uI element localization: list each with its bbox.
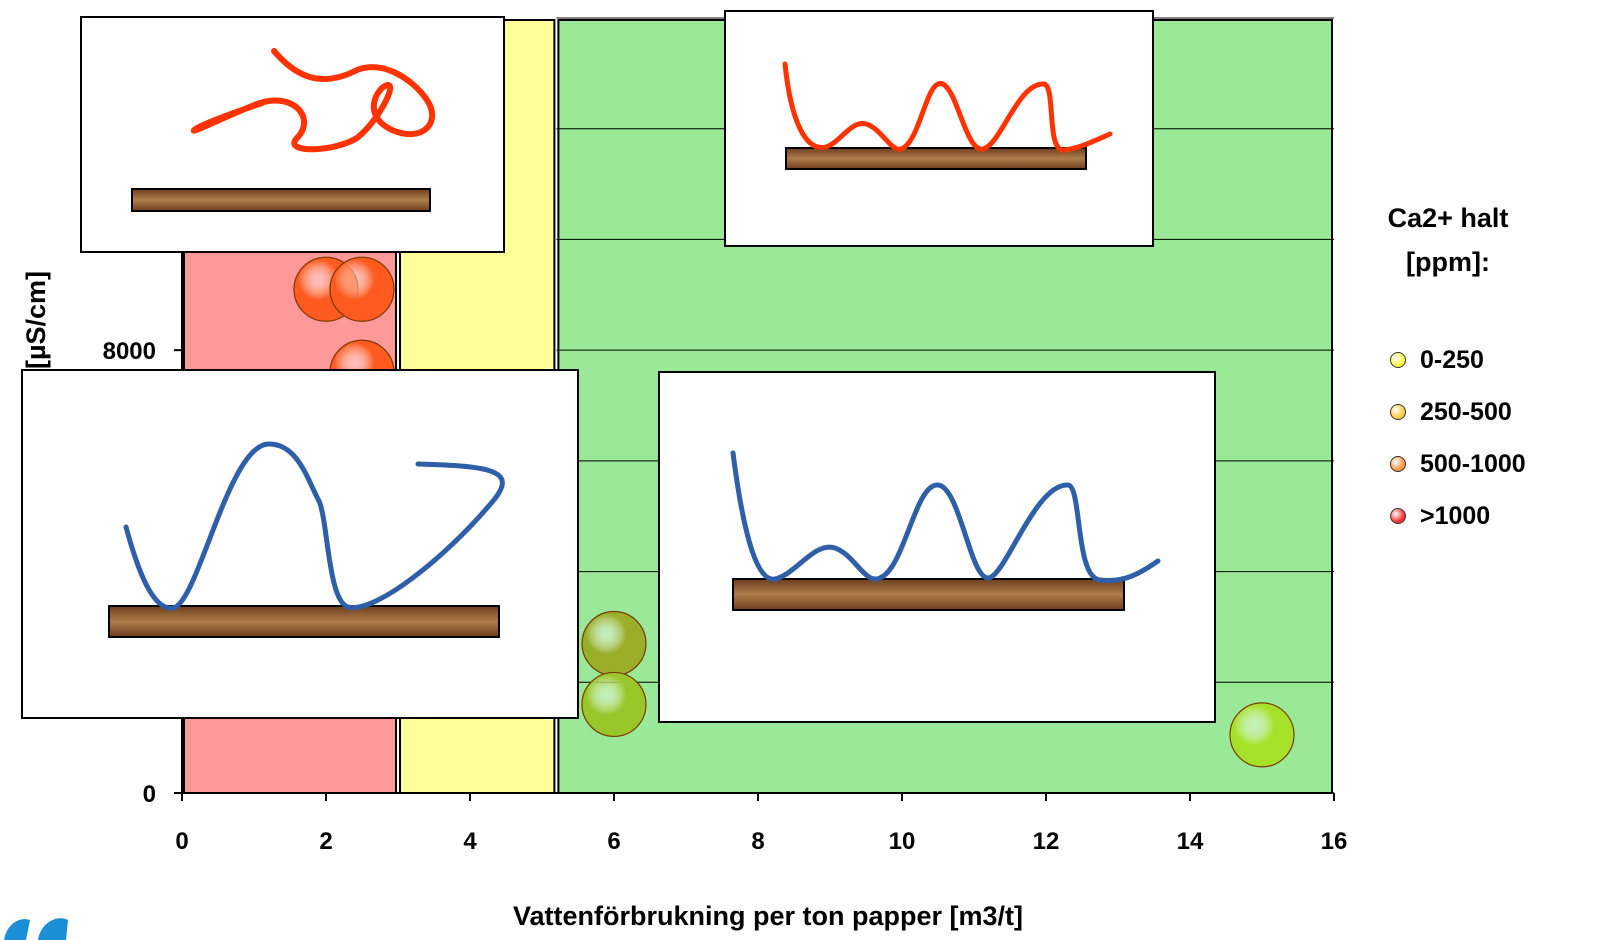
x-tick-label-7: 14 [1177, 828, 1204, 855]
legend-marker-1 [1390, 404, 1406, 420]
legend-label-3: >1000 [1420, 501, 1491, 530]
legend-label-1: 250-500 [1420, 397, 1512, 426]
x-tick-label-6: 12 [1033, 828, 1060, 855]
wooden-surface [131, 188, 431, 212]
x-tick-label-4: 8 [751, 828, 764, 855]
legend-entry-2: 500-1000 [1390, 438, 1526, 490]
fiber-curve [730, 450, 1161, 584]
legend-entry-3: >1000 [1390, 490, 1526, 542]
x-axis-title: Vattenförbrukning per ton papper [m3/t] [513, 901, 1023, 931]
inset-red-tangled-fiber [80, 16, 505, 253]
wooden-surface [785, 147, 1087, 170]
y-tick-label-1: 8000 [103, 338, 156, 365]
legend-entry-1: 250-500 [1390, 386, 1526, 438]
legend-title: Ca2+ halt [ppm]: [1387, 203, 1509, 277]
fiber-curve [123, 441, 505, 611]
x-tick-label-5: 10 [889, 828, 916, 855]
y-tick-label-0: 0 [143, 781, 156, 808]
legend-marker-0 [1390, 352, 1406, 368]
chart-tick-labels: 0 2 4 6 8 10 12 14 16 0 8000 [103, 338, 1348, 855]
legend-label-0: 0-250 [1420, 345, 1484, 374]
x-tick-label-1: 2 [319, 828, 332, 855]
logo [4, 918, 68, 940]
data-point-5 [1229, 702, 1295, 768]
legend-marker-2 [1390, 456, 1406, 472]
x-tick-label-0: 0 [175, 828, 188, 855]
data-point-4 [581, 671, 647, 738]
wooden-surface [732, 578, 1125, 611]
data-point-1 [329, 256, 395, 322]
x-tick-label-3: 6 [607, 828, 620, 855]
data-point-3 [581, 610, 647, 677]
inset-blue-tangled-fiber [21, 369, 579, 719]
inset-red-wavy-fiber [724, 10, 1154, 247]
fiber-curve [191, 48, 435, 153]
x-tick-label-8: 16 [1321, 828, 1348, 855]
x-tick-label-2: 4 [463, 828, 477, 855]
legend-entry-0: 0-250 [1390, 334, 1526, 386]
fiber-curve [782, 61, 1113, 153]
legend: 0-250 250-500 500-1000 >1000 [1390, 334, 1526, 542]
wooden-surface [108, 605, 500, 638]
legend-label-2: 500-1000 [1420, 449, 1526, 478]
legend-marker-3 [1390, 508, 1406, 524]
inset-blue-wavy-fiber [658, 371, 1216, 723]
